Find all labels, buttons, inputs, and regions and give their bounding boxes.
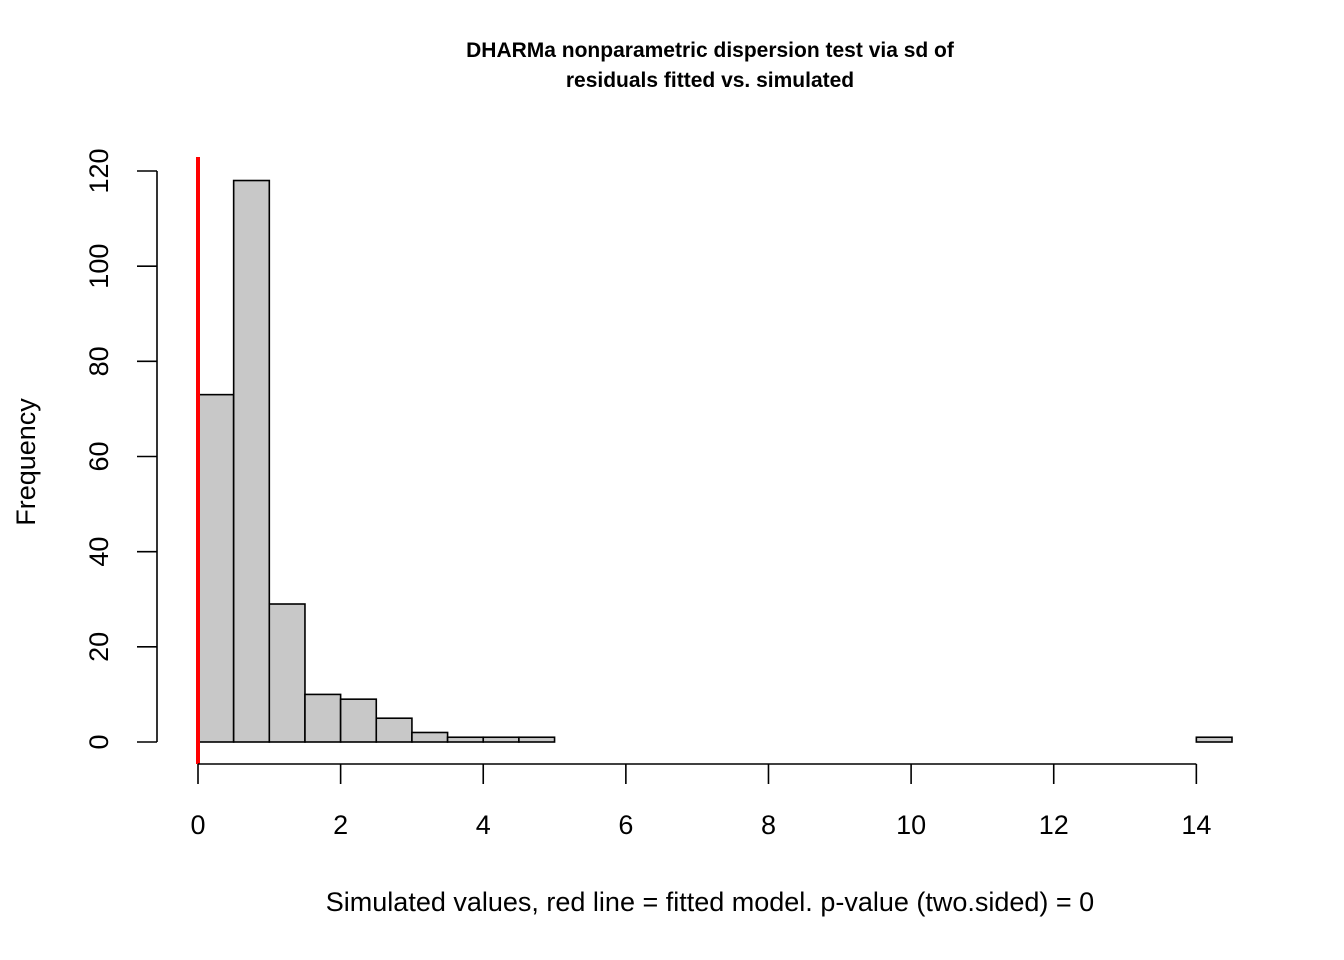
y-tick-label: 100: [84, 244, 114, 289]
y-tick-label: 20: [84, 632, 114, 662]
x-axis: 0 2 4 6 8 10 12 14: [190, 763, 1211, 840]
histogram-bar: [411, 731, 449, 743]
histogram-bar: [446, 736, 485, 743]
y-axis: 0 20 40 60 80 100 120: [84, 148, 158, 750]
y-tick-label: 120: [84, 148, 114, 193]
x-tick-label: 0: [190, 810, 205, 840]
chart-title-line-1: DHARMa nonparametric dispersion test via…: [466, 39, 955, 62]
x-tick-label: 6: [618, 810, 633, 840]
y-tick-label: 80: [84, 346, 114, 376]
histogram-bar: [482, 736, 520, 743]
y-axis-label: Frequency: [11, 398, 41, 526]
y-tick-label: 40: [84, 537, 114, 567]
x-tick-label: 12: [1039, 810, 1069, 840]
histogram-bar: [304, 693, 342, 743]
histogram-bar: [1195, 736, 1233, 743]
histogram-bar: [339, 698, 378, 743]
histogram-bars: [197, 179, 1233, 743]
histogram-bar: [197, 393, 235, 743]
histogram-bar: [268, 603, 306, 743]
histogram-bar: [518, 736, 556, 743]
chart-title: DHARMa nonparametric dispersion test via…: [466, 39, 955, 92]
x-axis-label: Simulated values, red line = fitted mode…: [326, 887, 1094, 917]
x-tick-label: 4: [476, 810, 491, 840]
histogram-bar: [232, 179, 271, 743]
y-tick-label: 60: [84, 441, 114, 471]
x-tick-label: 10: [896, 810, 926, 840]
histogram-bar: [375, 717, 413, 743]
x-tick-label: 14: [1181, 810, 1211, 840]
y-tick-label: 0: [84, 734, 114, 749]
x-tick-label: 2: [333, 810, 348, 840]
x-tick-label: 8: [761, 810, 776, 840]
chart-title-line-2: residuals fitted vs. simulated: [566, 69, 854, 92]
